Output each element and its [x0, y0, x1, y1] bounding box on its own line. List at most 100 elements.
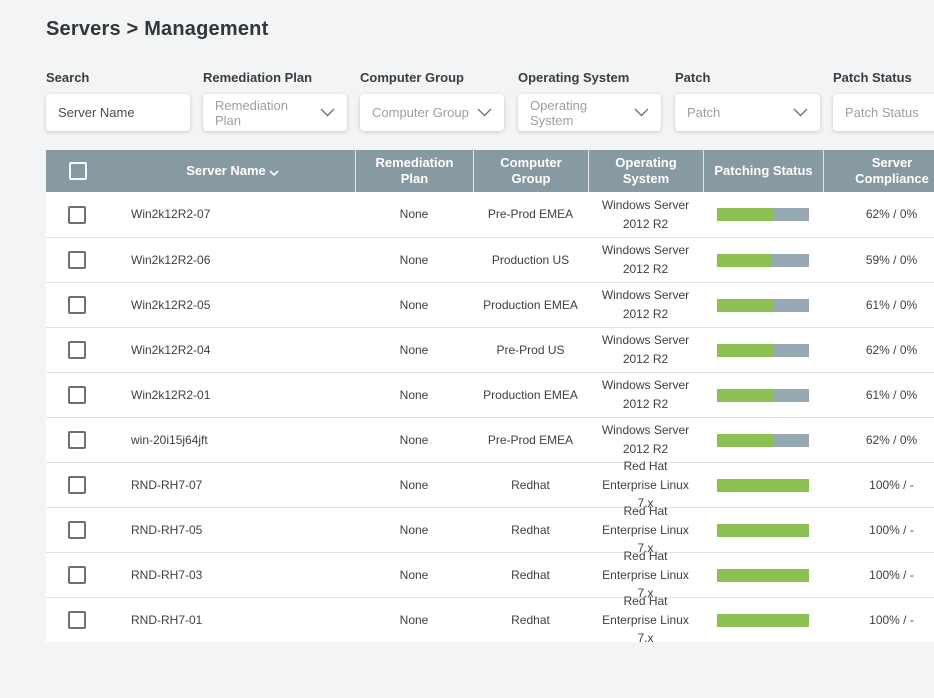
column-header-computer-group[interactable]: Computer Group — [473, 150, 588, 192]
operating-system-cell: Windows Server 2012 R2 — [601, 243, 690, 276]
operating-system-cell: Windows Server 2012 R2 — [601, 378, 690, 411]
patching-status-cell — [703, 508, 823, 552]
patching-status-bar — [717, 253, 809, 267]
table-row[interactable]: Win2k12R2-06 None Production US Windows … — [46, 237, 934, 282]
row-checkbox-cell — [46, 373, 110, 417]
table-row[interactable]: RND-RH7-07 None Redhat Red Hat Enterpris… — [46, 459, 934, 511]
page-title: Servers > Management — [46, 18, 269, 40]
row-checkbox[interactable] — [68, 205, 86, 224]
computer-group-cell: Redhat — [511, 477, 550, 492]
server-compliance-cell: 61% / 0% — [865, 387, 918, 402]
table-row[interactable]: RND-RH7-01 None Redhat Red Hat Enterpris… — [46, 594, 934, 645]
computer-group-cell: Pre-Prod EMEA — [487, 432, 574, 447]
patching-status-cell — [703, 463, 823, 507]
patch-select[interactable]: Patch — [675, 94, 820, 131]
remediation-plan-cell: None — [399, 207, 429, 222]
patch-status-select[interactable]: Patch Status — [833, 94, 934, 131]
row-checkbox[interactable] — [68, 251, 86, 269]
table-header: Server Name Remediation Plan Computer Gr… — [46, 150, 934, 192]
chevron-down-icon — [477, 105, 492, 120]
computer-group-cell: Production EMEA — [483, 297, 578, 312]
filter-operating-system: Operating System Operating System — [518, 70, 661, 131]
row-checkbox-cell — [46, 328, 110, 372]
server-compliance-cell: 59% / 0% — [865, 252, 918, 267]
table-row[interactable]: Win2k12R2-05 None Production EMEA Window… — [46, 282, 934, 327]
row-checkbox[interactable] — [68, 431, 86, 449]
server-name-cell: win-20i15j64jft — [131, 432, 208, 447]
remediation-plan-cell: None — [399, 477, 429, 492]
patching-status-bar — [717, 343, 809, 357]
row-checkbox[interactable] — [68, 611, 86, 629]
computer-group-cell: Redhat — [511, 567, 550, 582]
operating-system-cell: Red Hat Enterprise Linux 7.x — [602, 504, 689, 556]
computer-group-cell: Production EMEA — [483, 387, 578, 402]
select-all-checkbox[interactable] — [69, 162, 87, 180]
patching-status-cell — [703, 373, 823, 417]
row-checkbox-cell — [46, 508, 110, 552]
server-name-cell: Win2k12R2-07 — [131, 207, 211, 222]
computer-group-cell: Redhat — [511, 612, 550, 627]
server-name-cell: Win2k12R2-06 — [131, 252, 211, 267]
server-compliance-cell: 62% / 0% — [865, 207, 918, 222]
remediation-plan-select[interactable]: Remediation Plan — [203, 94, 347, 131]
column-header-server-compliance[interactable]: Server Compliance — [823, 150, 934, 192]
row-checkbox[interactable] — [68, 341, 86, 359]
select-all-cell — [46, 150, 110, 192]
remediation-plan-value: Remediation Plan — [215, 97, 288, 128]
patching-status-bar — [717, 613, 809, 627]
row-checkbox-cell — [46, 463, 110, 507]
server-name-cell: Win2k12R2-01 — [131, 387, 211, 402]
table-row[interactable]: win-20i15j64jft None Pre-Prod EMEA Windo… — [46, 417, 934, 462]
patching-status-bar — [717, 208, 809, 221]
row-checkbox-cell — [46, 283, 110, 327]
server-compliance-cell: 100% / - — [869, 567, 914, 582]
column-header-remediation-plan[interactable]: Remediation Plan — [355, 150, 473, 192]
operating-system-cell: Red Hat Enterprise Linux 7.x — [602, 459, 689, 511]
operating-system-label: Operating System — [518, 70, 630, 85]
operating-system-cell: Windows Server 2012 R2 — [601, 288, 690, 321]
server-compliance-cell: 62% / 0% — [865, 432, 918, 447]
remediation-plan-label: Remediation Plan — [203, 70, 313, 85]
table-row[interactable]: Win2k12R2-07 None Pre-Prod EMEA Windows … — [46, 192, 934, 237]
remediation-plan-cell: None — [399, 567, 429, 582]
row-checkbox-cell — [46, 192, 110, 237]
table-row[interactable]: RND-RH7-05 None Redhat Red Hat Enterpris… — [46, 504, 934, 556]
row-checkbox[interactable] — [68, 476, 86, 494]
servers-table: Server Name Remediation Plan Computer Gr… — [46, 150, 934, 645]
server-name-cell: RND-RH7-01 — [131, 612, 203, 627]
column-header-patching-status[interactable]: Patching Status — [703, 150, 823, 192]
chevron-down-icon — [634, 105, 649, 120]
column-header-operating-system[interactable]: Operating System — [588, 150, 703, 192]
server-name-cell: Win2k12R2-05 — [131, 297, 211, 312]
patch-label: Patch — [675, 70, 711, 85]
server-name-header-label: Server Name — [186, 162, 266, 178]
filter-patch-status: Patch Status Patch Status — [833, 70, 934, 131]
remediation-plan-cell: None — [399, 252, 429, 267]
server-name-cell: RND-RH7-07 — [131, 477, 203, 492]
operating-system-cell: Windows Server 2012 R2 — [601, 333, 690, 366]
patching-status-cell — [703, 598, 823, 642]
sort-desc-icon — [269, 164, 279, 180]
patching-status-cell — [703, 553, 823, 597]
table-row[interactable]: RND-RH7-03 None Redhat Red Hat Enterpris… — [46, 549, 934, 600]
patching-status-cell — [703, 283, 823, 327]
table-row[interactable]: Win2k12R2-01 None Production EMEA Window… — [46, 372, 934, 417]
search-label: Search — [46, 70, 90, 85]
row-checkbox-cell — [46, 598, 110, 642]
search-input[interactable] — [58, 105, 178, 120]
column-header-server-name[interactable]: Server Name — [110, 150, 355, 192]
computer-group-select[interactable]: Computer Group — [360, 94, 504, 131]
row-checkbox[interactable] — [68, 296, 86, 314]
remediation-plan-cell: None — [399, 342, 429, 357]
row-checkbox[interactable] — [68, 386, 86, 404]
operating-system-select[interactable]: Operating System — [518, 94, 661, 131]
patching-status-bar — [717, 478, 809, 492]
table-row[interactable]: Win2k12R2-04 None Pre-Prod US Windows Se… — [46, 327, 934, 372]
row-checkbox[interactable] — [68, 566, 86, 584]
server-compliance-cell: 61% / 0% — [865, 297, 918, 312]
server-name-cell: RND-RH7-05 — [131, 522, 203, 537]
remediation-plan-cell: None — [399, 297, 429, 312]
row-checkbox[interactable] — [68, 521, 86, 539]
patching-status-bar — [717, 523, 809, 537]
server-compliance-cell: 62% / 0% — [865, 342, 918, 357]
